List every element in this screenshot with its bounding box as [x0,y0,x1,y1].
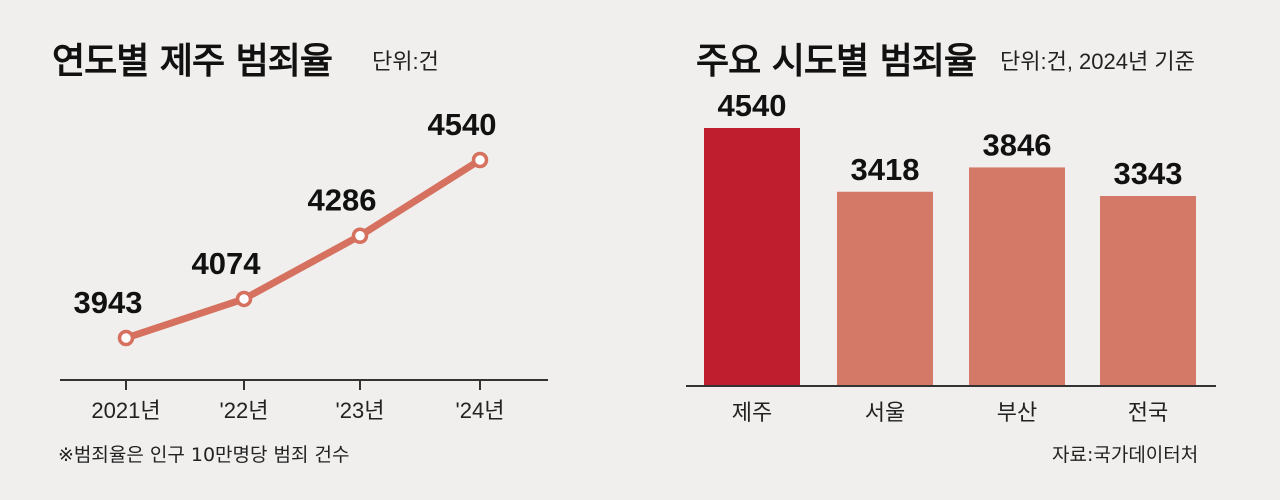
line-x-tick-label: '24년 [456,398,505,423]
line-x-tick-label: '22년 [220,398,269,423]
source-note: 자료:국가데이터처 [1052,444,1199,466]
line-series [122,156,484,342]
line-x-tick-label: '23년 [336,398,385,423]
bar-chart: 4540 제주 3418 서울 3846 부산 3343 전국 [686,88,1216,426]
bar-category-label: 서울 [865,401,905,426]
bar-chart-unit: 단위:건, 2024년 기준 [1000,49,1195,74]
line-point [351,227,369,244]
line-data-label: 4286 [308,183,377,218]
line-x-tick-label: 2021년 [91,398,160,423]
bar [704,128,800,386]
bar [837,191,933,386]
line-data-label: 4540 [428,107,497,142]
bar-data-label: 3846 [983,127,1052,162]
bar [1100,196,1196,386]
line-chart-title: 연도별 제주 범죄율 [52,41,333,82]
line-point [117,329,135,347]
line-chart-unit: 단위:건 [372,49,439,74]
bar-category-label: 전국 [1128,401,1168,426]
line-data-label: 4074 [192,246,262,281]
bar-data-label: 3343 [1114,156,1183,191]
line-chart: 2021년 '22년 '23년 '24년 3943 4074 4286 4540 [60,107,548,423]
bar-data-label: 4540 [718,88,787,123]
bar-category-label: 제주 [732,401,772,426]
bar [969,167,1065,386]
line-point [235,290,253,308]
bar-chart-title: 주요 시도별 범죄율 [696,41,977,82]
line-data-label: 3943 [74,285,143,320]
footnote: ※범죄율은 인구 10만명당 범죄 건수 [58,444,350,466]
line-point [471,151,489,169]
bar-category-label: 부산 [997,401,1037,426]
bar-data-label: 3418 [851,152,920,187]
